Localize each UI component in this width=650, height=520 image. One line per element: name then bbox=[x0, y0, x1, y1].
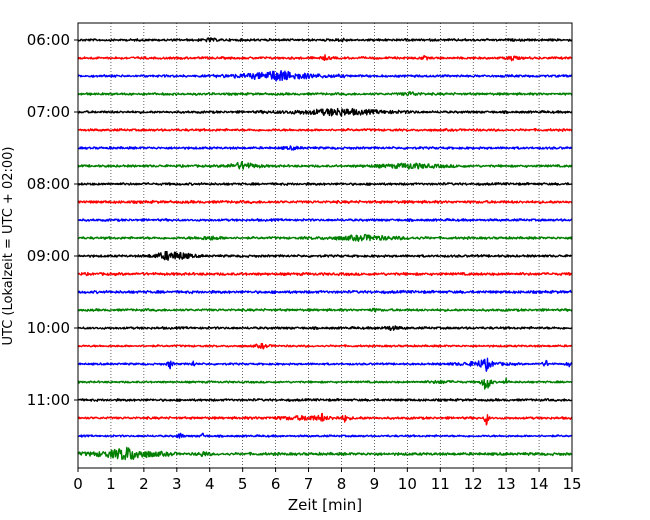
trace-1045 bbox=[77, 377, 573, 390]
trace-0700 bbox=[77, 107, 573, 117]
seismic-traces bbox=[77, 37, 573, 461]
trace-0600 bbox=[77, 37, 573, 43]
y-tick-label: 08:00 bbox=[27, 175, 70, 193]
y-axis-ticks: 06:00 07:00 08:00 09:00 10:00 11:00 bbox=[27, 31, 78, 409]
x-tick-label: 14 bbox=[530, 475, 549, 493]
x-tick-label: 15 bbox=[562, 475, 581, 493]
trace-0930 bbox=[77, 289, 573, 295]
trace-1145 bbox=[77, 446, 573, 461]
x-gridlines bbox=[110, 23, 540, 468]
x-tick-label: 8 bbox=[337, 475, 347, 493]
y-tick-label: 10:00 bbox=[27, 319, 70, 337]
trace-0800 bbox=[77, 182, 573, 187]
plot-frame bbox=[77, 22, 573, 469]
trace-1000 bbox=[77, 325, 573, 332]
x-tick-label: 7 bbox=[304, 475, 314, 493]
x-tick-label: 5 bbox=[238, 475, 248, 493]
trace-0615 bbox=[77, 54, 573, 62]
trace-0730 bbox=[77, 145, 573, 151]
x-axis-label: Zeit [min] bbox=[288, 496, 362, 514]
trace-0815 bbox=[77, 199, 573, 205]
trace-0645 bbox=[77, 91, 573, 97]
x-tick-label: 3 bbox=[172, 475, 182, 493]
x-tick-label: 1 bbox=[106, 475, 116, 493]
trace-1100 bbox=[77, 398, 573, 403]
y-axis-label: UTC (Lokalzeit = UTC + 02:00) bbox=[1, 147, 16, 346]
x-tick-label: 11 bbox=[431, 475, 450, 493]
x-tick-label: 0 bbox=[73, 475, 83, 493]
y-tick-label: 07:00 bbox=[27, 103, 70, 121]
trace-1115 bbox=[77, 412, 573, 426]
x-tick-label: 12 bbox=[464, 475, 483, 493]
trace-0945 bbox=[77, 307, 573, 313]
x-tick-label: 2 bbox=[139, 475, 149, 493]
trace-1130 bbox=[77, 432, 573, 439]
x-tick-label: 9 bbox=[370, 475, 380, 493]
trace-0915 bbox=[77, 271, 573, 277]
trace-0845 bbox=[77, 233, 573, 242]
trace-1030 bbox=[77, 357, 573, 372]
x-tick-label: 4 bbox=[205, 475, 215, 493]
x-tick-label: 10 bbox=[398, 475, 417, 493]
trace-0830 bbox=[77, 218, 573, 223]
trace-0900 bbox=[77, 250, 573, 261]
trace-1015 bbox=[77, 342, 573, 350]
x-tick-label: 6 bbox=[271, 475, 281, 493]
trace-0745 bbox=[77, 160, 573, 170]
x-tick-label: 13 bbox=[497, 475, 516, 493]
y-tick-label: 06:00 bbox=[27, 31, 70, 49]
y-tick-label: 09:00 bbox=[27, 247, 70, 265]
x-axis-ticks: 0 1 2 3 4 5 6 7 8 9 10 11 12 13 14 15 bbox=[73, 468, 582, 493]
y-tick-label: 11:00 bbox=[27, 391, 70, 409]
trace-0630 bbox=[77, 70, 573, 82]
trace-0715 bbox=[77, 127, 573, 133]
